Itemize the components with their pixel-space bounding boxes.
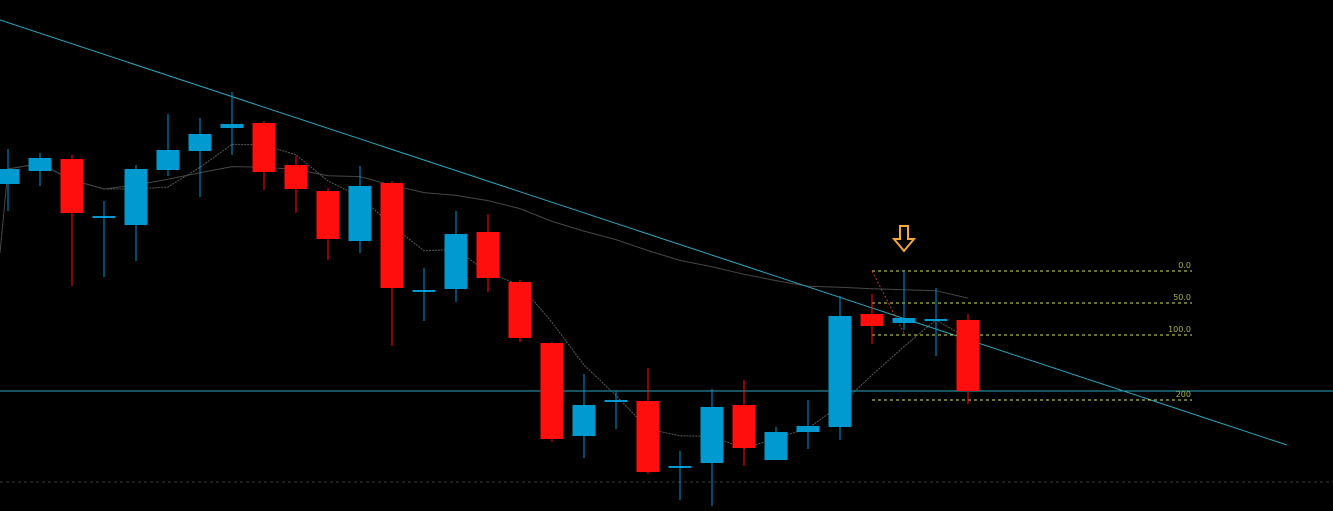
candle-body (252, 123, 276, 172)
candle-body (316, 191, 340, 239)
candle-body (0, 169, 20, 184)
candle-body (444, 234, 468, 289)
candle-body (956, 320, 980, 391)
down-arrow-icon (891, 225, 917, 253)
fibonacci-retracement: 0.0 50.0 100.0 200 (871, 261, 1192, 401)
candle-body (892, 318, 916, 323)
candles (0, 92, 980, 506)
candle-body (476, 232, 500, 278)
candle-body (188, 134, 212, 151)
candle-body (764, 432, 788, 460)
candle-body (636, 401, 660, 472)
candle-body (796, 426, 820, 432)
candle-body (540, 343, 564, 439)
candle-body (860, 314, 884, 326)
candle-body (700, 407, 724, 463)
candle-body (92, 216, 116, 218)
fib-level-label: 0.0 (1178, 261, 1191, 270)
candle-body (348, 186, 372, 241)
fib-level-label: 200 (1176, 390, 1191, 399)
candle-body (60, 159, 84, 213)
candle-body (508, 282, 532, 338)
candle-body (28, 158, 52, 171)
chart-lines (0, 19, 1333, 483)
candle-body (284, 165, 308, 189)
candle-body (828, 316, 852, 427)
candle-body (668, 466, 692, 468)
candle-body (156, 150, 180, 170)
candle-body (412, 290, 436, 292)
fib-level-label: 50.0 (1173, 293, 1191, 302)
candle-body (124, 169, 148, 225)
candle-body (220, 124, 244, 128)
candle-body (732, 405, 756, 448)
trendline (0, 19, 1288, 446)
fib-anchor-line (871, 270, 906, 336)
fib-level-label: 100.0 (1168, 325, 1191, 334)
candle-body (924, 319, 948, 321)
signal-arrow-group (891, 225, 917, 253)
candle-body (604, 400, 628, 402)
candle-body (380, 183, 404, 288)
candle-body (572, 405, 596, 436)
